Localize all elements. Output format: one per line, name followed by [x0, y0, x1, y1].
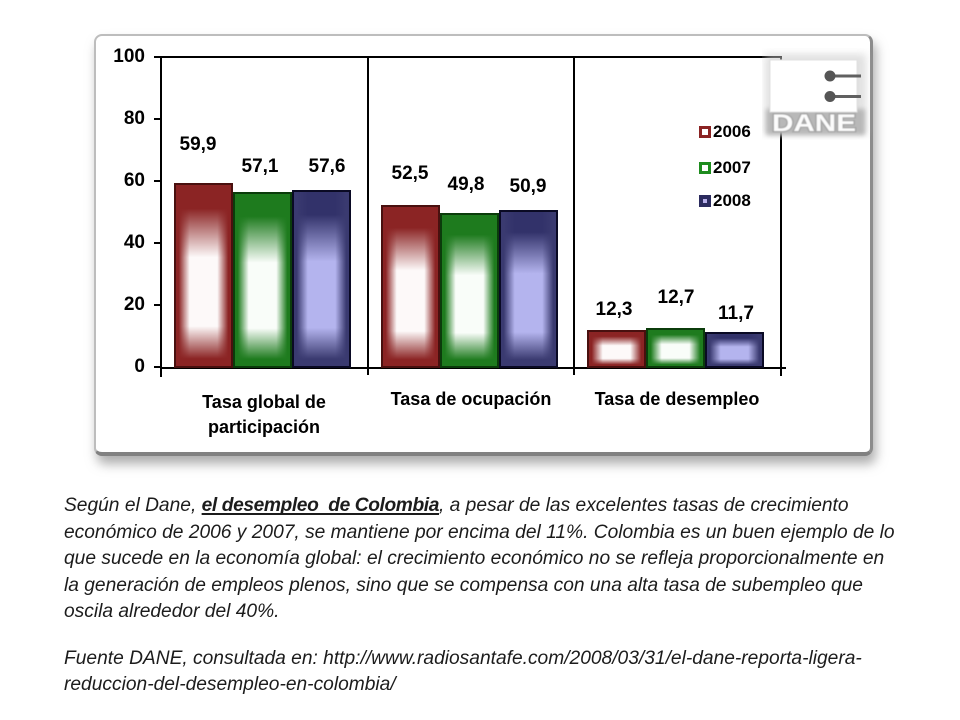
- svg-text:DANE: DANE: [772, 110, 856, 137]
